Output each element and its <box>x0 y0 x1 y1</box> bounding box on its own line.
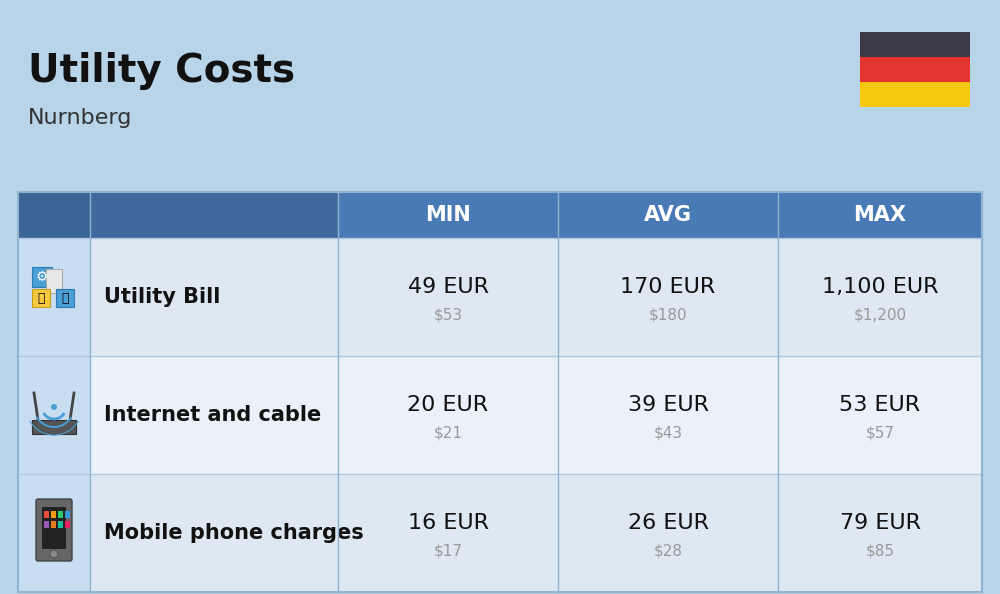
Text: 53 EUR: 53 EUR <box>839 395 921 415</box>
Bar <box>18 192 982 592</box>
Bar <box>18 356 90 474</box>
Bar <box>860 32 970 57</box>
Text: $17: $17 <box>434 544 462 558</box>
Text: $1,200: $1,200 <box>853 308 907 323</box>
Text: 49 EUR: 49 EUR <box>408 277 488 297</box>
Text: Mobile phone charges: Mobile phone charges <box>104 523 364 543</box>
Text: $21: $21 <box>434 425 462 441</box>
Bar <box>44 511 49 518</box>
Text: 16 EUR: 16 EUR <box>408 513 488 533</box>
Bar <box>18 192 90 238</box>
Bar <box>18 238 982 356</box>
Bar <box>46 269 62 293</box>
Bar <box>42 507 66 549</box>
Text: 💧: 💧 <box>61 292 69 305</box>
Bar <box>32 420 76 434</box>
Text: Internet and cable: Internet and cable <box>104 405 321 425</box>
Text: 20 EUR: 20 EUR <box>407 395 489 415</box>
Bar <box>56 289 74 307</box>
Text: $85: $85 <box>866 544 895 558</box>
Circle shape <box>50 550 58 558</box>
Bar <box>18 474 982 592</box>
Text: MIN: MIN <box>425 205 471 225</box>
Text: Utility Bill: Utility Bill <box>104 287 220 307</box>
Text: MAX: MAX <box>854 205 906 225</box>
Text: Nurnberg: Nurnberg <box>28 108 132 128</box>
Text: 79 EUR: 79 EUR <box>840 513 920 533</box>
Text: $180: $180 <box>649 308 687 323</box>
Bar <box>44 521 49 528</box>
Text: 26 EUR: 26 EUR <box>628 513 708 533</box>
FancyBboxPatch shape <box>36 499 72 561</box>
Bar <box>51 521 56 528</box>
Text: 1,100 EUR: 1,100 EUR <box>822 277 938 297</box>
Bar <box>65 511 70 518</box>
Text: $43: $43 <box>653 425 683 441</box>
Text: AVG: AVG <box>644 205 692 225</box>
Text: 39 EUR: 39 EUR <box>628 395 708 415</box>
Bar <box>860 57 970 82</box>
Bar <box>58 521 63 528</box>
Bar <box>32 289 50 307</box>
Circle shape <box>51 404 57 410</box>
Bar <box>18 238 90 356</box>
Text: 🔌: 🔌 <box>37 292 45 305</box>
Bar <box>860 82 970 107</box>
Bar <box>65 521 70 528</box>
Text: $53: $53 <box>433 308 463 323</box>
Text: $28: $28 <box>654 544 682 558</box>
Text: ⚙: ⚙ <box>36 270 48 284</box>
Bar <box>51 511 56 518</box>
Bar <box>18 192 982 238</box>
Bar <box>90 192 338 238</box>
Text: $57: $57 <box>866 425 895 441</box>
Text: Utility Costs: Utility Costs <box>28 52 295 90</box>
Bar <box>58 511 63 518</box>
Bar <box>18 474 90 592</box>
Bar <box>18 356 982 474</box>
Bar <box>32 267 52 287</box>
Text: 170 EUR: 170 EUR <box>620 277 716 297</box>
